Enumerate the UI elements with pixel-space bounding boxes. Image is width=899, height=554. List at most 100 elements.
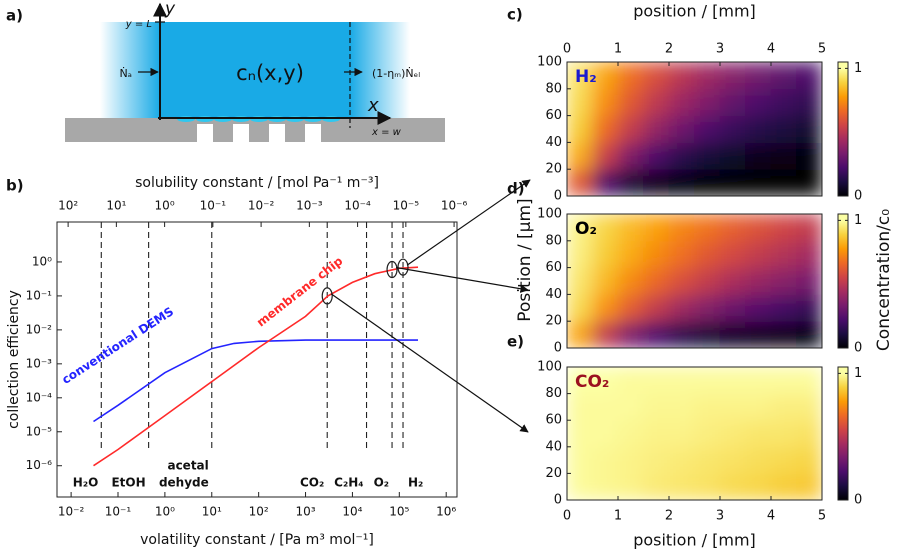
heatmap-cell <box>592 88 619 117</box>
heatmap-cell <box>796 214 822 242</box>
heatmap-cell <box>668 214 695 242</box>
heatmap-cell <box>617 472 644 500</box>
heatmap-cell <box>668 419 695 448</box>
heatmap-cell <box>719 141 746 170</box>
compound-label: CO₂ <box>300 476 324 490</box>
plot-frame <box>566 213 823 349</box>
heatmap-cell <box>567 214 593 242</box>
heatmap-cell <box>643 168 670 196</box>
colorbar <box>837 213 849 349</box>
colorbar-tick-label: 1 <box>854 213 862 228</box>
colorbar-tick-label: 0 <box>854 189 862 204</box>
highlight-marker <box>321 287 333 305</box>
heatmap-cell <box>567 88 593 117</box>
heatmap-cell <box>668 115 695 143</box>
axis-name: y <box>164 0 176 19</box>
heatmap-cell <box>643 62 670 90</box>
colorbar-tick-label: 0 <box>854 493 862 508</box>
heatmap-cell <box>617 293 644 322</box>
heatmap-cell <box>592 472 619 500</box>
heatmap-cell <box>567 267 593 295</box>
heatmap-cell <box>745 240 772 269</box>
y-tick-label: 20 <box>545 466 562 481</box>
heatmap-cell <box>668 293 695 322</box>
heatmap-cell <box>796 62 822 90</box>
heatmap-cell <box>668 393 695 421</box>
compound-label: dehyde <box>159 476 209 490</box>
x-tick-label: 10⁶ <box>436 505 456 519</box>
heatmap-cell <box>719 88 746 117</box>
heatmap-cell <box>617 240 644 269</box>
heatmap-cell <box>796 115 822 143</box>
x-tick-label: 10⁵ <box>389 505 409 519</box>
heatmap-cell <box>643 267 670 295</box>
x-tick-label: 1 <box>614 42 622 57</box>
x-axis-label: position / [mm] <box>633 531 756 550</box>
colorbar-label: Concentration/c₀ <box>874 209 894 351</box>
heatmap-cell <box>745 214 772 242</box>
heatmap-cell <box>796 293 822 322</box>
heatmap-cell <box>694 214 721 242</box>
heatmap-cell <box>796 240 822 269</box>
y-tick-label: 10⁰ <box>32 254 52 268</box>
heatmap-cell <box>617 446 644 474</box>
heatmap-cell <box>745 367 772 395</box>
heatmap-cell <box>668 367 695 395</box>
colorbar <box>837 366 849 501</box>
x-tick-label: 3 <box>716 42 724 57</box>
heatmap-cell <box>643 419 670 448</box>
y-tick-label: 60 <box>545 260 562 275</box>
y-tick-label: 0 <box>554 493 562 508</box>
heatmap-cell <box>745 168 772 196</box>
heatmap-cell <box>567 115 593 143</box>
series-line <box>93 266 419 467</box>
x2-tick-label: 10⁻² <box>248 199 275 213</box>
boundary-label: y = L <box>125 19 152 30</box>
heatmap-cell <box>617 115 644 143</box>
x-tick-label: 10² <box>249 505 269 519</box>
x2-tick-label: 10⁻⁴ <box>344 199 371 213</box>
colorbar <box>837 61 849 197</box>
heatmap-cell <box>796 320 822 348</box>
heatmap-cell <box>770 320 797 348</box>
substrate-pores <box>197 124 321 142</box>
heatmap-cell <box>643 393 670 421</box>
heatmap-cell <box>745 419 772 448</box>
heatmap-cell <box>592 62 619 90</box>
heatmap-cell <box>567 320 593 348</box>
colorbar-tick-label: 1 <box>854 61 862 76</box>
heatmap-cell <box>643 141 670 170</box>
y-tick-label: 10⁻³ <box>26 356 53 370</box>
heatmap-cell <box>668 320 695 348</box>
schematic: a) y y = L Ṅₐ cₙ(x,y) (1-ηₘ)Ṅₑₗ x x = w <box>6 0 445 142</box>
heatmap-cell <box>617 62 644 90</box>
heatmap-cell <box>668 168 695 196</box>
heatmap-cell <box>643 320 670 348</box>
x-tick-label: 4 <box>767 42 775 57</box>
x2-tick-label: 10⁻⁵ <box>393 199 420 213</box>
y-tick-label: 0 <box>554 189 562 204</box>
highlight-marker <box>386 260 398 279</box>
heatmap-cell <box>592 367 619 395</box>
panel-label: b) <box>6 177 24 195</box>
heatmap-cell <box>719 367 746 395</box>
x-tick-label: 10⁻² <box>58 505 85 519</box>
heatmap-cell <box>617 168 644 196</box>
heatmap-cell <box>567 446 593 474</box>
heatmap-cell <box>592 293 619 322</box>
heatmap-cell <box>694 446 721 474</box>
heatmap-cell <box>643 115 670 143</box>
heatmap-cell <box>745 320 772 348</box>
heatmap-cell <box>668 472 695 500</box>
heatmap-cell <box>770 115 797 143</box>
heatmap-cell <box>719 62 746 90</box>
heatmap-cell <box>592 419 619 448</box>
heatmap-cell <box>796 88 822 117</box>
heatmap-cell <box>770 240 797 269</box>
heatmap-cell <box>694 141 721 170</box>
heatmap-cell <box>592 168 619 196</box>
x2-tick-label: 10⁻¹ <box>200 199 227 213</box>
heatmap-cell <box>796 472 822 500</box>
panel-label: e) <box>507 333 524 351</box>
